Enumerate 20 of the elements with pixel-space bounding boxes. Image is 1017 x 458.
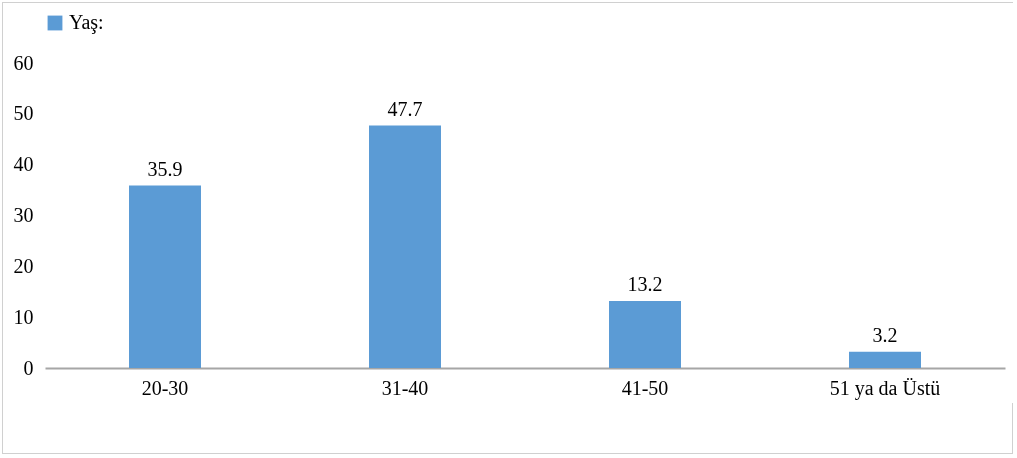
y-tick-label: 10 [13,305,34,328]
y-tick-label: 30 [13,204,34,226]
data-label: 35.9 [147,157,183,180]
legend-label: Yaş: [69,11,104,34]
x-tick-label: 20-30 [141,376,189,399]
bar [369,125,441,368]
y-tick-label: 60 [13,51,34,74]
data-label: 13.2 [627,272,663,295]
y-tick-label: 20 [13,254,34,277]
y-tick-label: 0 [23,356,34,379]
y-tick-label: 50 [13,102,34,125]
x-tick-label: 31-40 [381,376,429,399]
bar [609,300,681,368]
data-label: 3.2 [872,323,898,346]
bar [849,351,921,368]
x-tick-label: 41-50 [621,376,669,399]
y-tick-label: 40 [13,153,34,176]
x-tick-label: 51 ya da Üstü [829,376,941,400]
bar [129,185,201,368]
data-label: 47.7 [387,97,423,120]
